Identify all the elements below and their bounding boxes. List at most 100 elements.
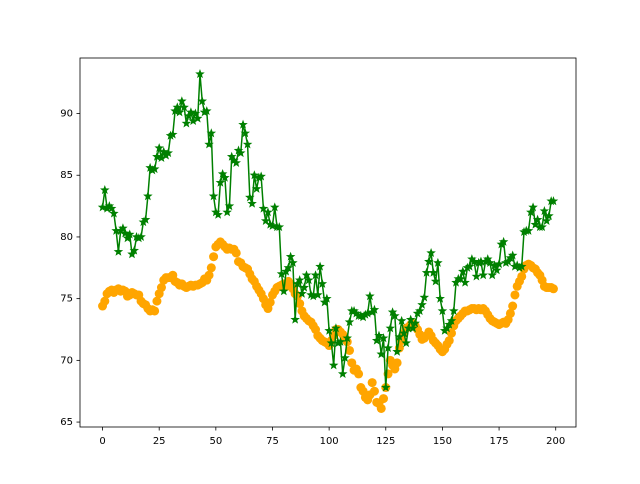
star-marker	[247, 198, 257, 208]
star-marker	[242, 139, 253, 149]
star-marker	[328, 360, 339, 370]
star-marker	[306, 289, 316, 299]
circle-marker	[510, 290, 520, 300]
star-marker	[172, 102, 183, 112]
star-marker	[460, 277, 470, 287]
star-marker	[285, 251, 296, 261]
y-tick-label: 75	[60, 294, 73, 305]
star-marker	[437, 305, 448, 316]
star-marker	[177, 96, 187, 106]
star-marker	[342, 333, 353, 343]
star-marker	[501, 257, 511, 267]
star-marker	[192, 113, 203, 123]
x-tick-label: 100	[320, 436, 339, 447]
star-marker	[260, 215, 271, 225]
star-marker	[541, 215, 552, 225]
star-marker	[489, 260, 500, 270]
star-marker	[487, 270, 498, 280]
star-marker	[188, 115, 198, 125]
star-marker	[476, 256, 486, 266]
star-marker	[390, 310, 400, 320]
star-marker	[519, 227, 529, 237]
star-marker	[308, 291, 319, 301]
star-marker	[371, 335, 382, 345]
star-marker	[333, 338, 343, 348]
star-marker	[455, 273, 466, 283]
star-marker	[254, 172, 264, 182]
star-marker	[163, 148, 174, 158]
circle-marker	[517, 271, 527, 281]
star-marker	[156, 152, 167, 163]
star-marker	[421, 267, 432, 277]
star-marker	[530, 219, 541, 229]
star-marker	[213, 209, 223, 219]
star-marker	[426, 247, 436, 258]
star-marker	[326, 338, 337, 348]
star-marker	[147, 165, 158, 175]
star-marker	[233, 145, 244, 155]
x-tick-label: 0	[99, 436, 105, 447]
star-marker	[315, 261, 325, 271]
star-marker	[113, 246, 124, 256]
star-marker	[462, 262, 473, 272]
star-marker	[424, 256, 434, 266]
star-marker	[458, 266, 468, 276]
star-marker	[337, 368, 348, 378]
star-marker	[220, 172, 230, 182]
star-marker	[396, 315, 407, 325]
star-marker	[217, 169, 228, 179]
star-marker	[399, 328, 409, 338]
star-marker	[202, 106, 212, 116]
star-marker	[430, 276, 441, 286]
star-marker	[403, 323, 414, 333]
star-marker	[168, 129, 178, 139]
star-marker	[433, 257, 443, 267]
star-marker	[512, 260, 522, 270]
star-marker	[134, 233, 144, 243]
circle-marker	[209, 252, 219, 262]
circle-marker	[152, 296, 162, 306]
y-tick-label: 85	[60, 170, 73, 181]
star-marker	[152, 151, 162, 161]
star-marker	[288, 257, 298, 267]
star-marker	[464, 261, 475, 271]
star-marker	[381, 382, 391, 392]
star-marker	[340, 352, 350, 362]
star-marker	[394, 331, 405, 341]
circle-marker	[444, 336, 454, 346]
star-marker	[516, 261, 527, 271]
star-marker	[376, 349, 386, 359]
star-marker	[240, 128, 251, 138]
star-marker	[526, 207, 536, 217]
star-marker	[136, 231, 146, 241]
star-marker	[532, 214, 543, 224]
star-marker	[383, 343, 393, 353]
star-marker	[283, 262, 294, 272]
star-marker	[236, 148, 246, 158]
star-marker	[195, 69, 205, 79]
star-marker	[485, 257, 495, 267]
star-marker	[494, 259, 504, 269]
star-marker	[478, 270, 488, 280]
circle-marker	[508, 301, 518, 311]
star-marker	[294, 275, 305, 285]
star-marker	[258, 203, 269, 213]
star-marker	[165, 130, 176, 140]
x-tick-label: 50	[209, 436, 222, 447]
circle-marker	[100, 296, 110, 306]
circle-marker	[156, 283, 166, 293]
star-marker	[211, 207, 221, 217]
circle-marker	[354, 369, 364, 379]
star-marker	[313, 289, 323, 299]
star-marker	[523, 225, 534, 235]
star-marker	[208, 191, 219, 201]
star-marker	[263, 207, 273, 217]
star-marker	[279, 286, 289, 296]
star-marker	[226, 151, 237, 161]
star-marker	[322, 293, 332, 303]
star-marker	[118, 223, 128, 233]
star-marker	[140, 214, 151, 224]
star-marker	[374, 330, 384, 340]
star-marker	[124, 229, 135, 239]
star-marker	[274, 222, 285, 232]
